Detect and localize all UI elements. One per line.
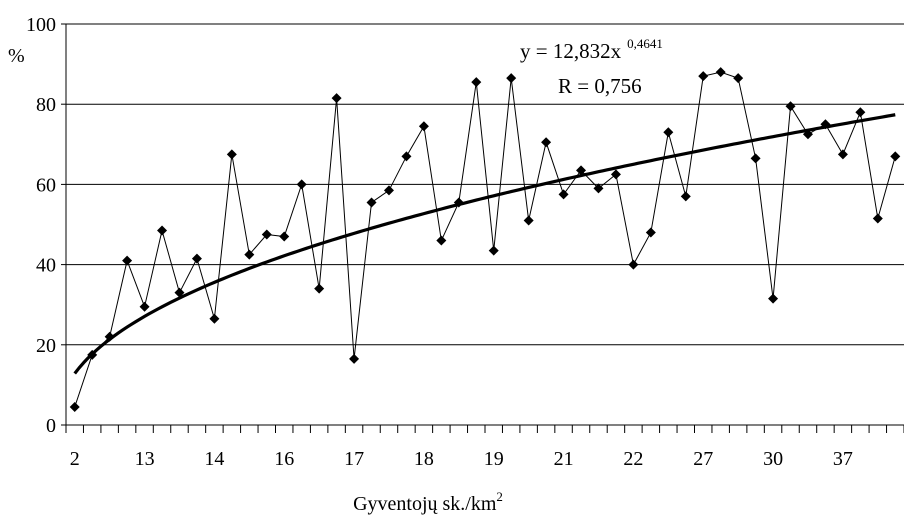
data-point-30: [593, 183, 604, 194]
data-point-1: [87, 349, 98, 360]
data-point-40: [768, 293, 779, 304]
x-tick-label-19: 19: [484, 448, 504, 470]
x-axis-title-text: Gyventojų sk./km: [353, 493, 497, 515]
data-point-36: [698, 71, 709, 82]
data-point-33: [645, 227, 656, 238]
data-point-0: [69, 401, 80, 412]
data-series: [69, 67, 901, 412]
y-tick-label-60: 60: [36, 174, 56, 196]
x-tick-label-14: 14: [204, 448, 224, 470]
data-point-29: [576, 165, 587, 176]
trend-equation-exponent: 0,4641: [627, 36, 663, 51]
data-point-42: [802, 129, 813, 140]
x-tick-label-21: 21: [554, 448, 574, 470]
data-point-23: [471, 77, 482, 88]
data-point-24: [488, 245, 499, 256]
axes: [61, 23, 904, 433]
data-point-32: [628, 259, 639, 270]
data-point-41: [785, 101, 796, 112]
trend-curve: [73, 113, 896, 375]
x-tick-label-2: 2: [70, 448, 80, 470]
data-point-15: [331, 93, 342, 104]
data-point-37: [715, 67, 726, 78]
data-point-13: [296, 179, 307, 190]
gridlines: [66, 23, 904, 346]
data-point-17: [366, 197, 377, 208]
y-tick-label-80: 80: [36, 94, 56, 116]
data-point-6: [174, 287, 185, 298]
data-point-12: [279, 231, 290, 242]
trend-equation: y = 12,832x 0,4641: [520, 36, 663, 63]
data-point-16: [349, 353, 360, 364]
data-point-2: [104, 331, 115, 342]
data-point-20: [418, 121, 429, 132]
x-tick-labels: 2 13 14 16 17 18 19 21 22 27 30 37: [70, 448, 853, 470]
y-tick-labels: 0 20 40 60 80 100: [26, 14, 56, 437]
data-point-31: [610, 169, 621, 180]
data-point-11: [261, 229, 272, 240]
x-tick-label-18: 18: [414, 448, 434, 470]
data-point-8: [209, 313, 220, 324]
data-point-26: [523, 215, 534, 226]
data-point-19: [401, 151, 412, 162]
x-tick-label-16: 16: [274, 448, 294, 470]
data-point-18: [383, 185, 394, 196]
data-point-9: [226, 149, 237, 160]
data-point-3: [122, 255, 133, 266]
x-tick-label-13: 13: [135, 448, 155, 470]
x-tick-label-27: 27: [693, 448, 713, 470]
x-axis-title: Gyventojų sk./km2: [353, 489, 503, 515]
data-point-39: [750, 153, 761, 164]
data-point-10: [244, 249, 255, 260]
data-point-27: [541, 137, 552, 148]
x-tick-label-30: 30: [763, 448, 783, 470]
data-point-14: [314, 283, 325, 294]
trend-equation-base: y = 12,832x: [520, 39, 622, 63]
data-point-43: [820, 119, 831, 130]
data-point-21: [436, 235, 447, 246]
data-point-38: [733, 73, 744, 84]
series-line: [74, 71, 896, 408]
data-point-46: [872, 213, 883, 224]
y-tick-label-20: 20: [36, 335, 56, 357]
x-axis-title-superscript: 2: [496, 489, 503, 504]
data-point-35: [680, 191, 691, 202]
data-point-7: [191, 253, 202, 264]
data-point-47: [890, 151, 901, 162]
y-tick-label-0: 0: [46, 415, 56, 437]
x-tick-label-37: 37: [833, 448, 853, 470]
x-tick-label-22: 22: [623, 448, 643, 470]
data-point-45: [855, 107, 866, 118]
data-point-44: [837, 149, 848, 160]
data-point-5: [157, 225, 168, 236]
data-point-34: [663, 127, 674, 138]
data-point-25: [506, 73, 517, 84]
trend-r-value: R = 0,756: [558, 74, 642, 98]
data-point-28: [558, 189, 569, 200]
y-tick-label-40: 40: [36, 255, 56, 277]
data-point-22: [453, 197, 464, 208]
x-tick-label-17: 17: [344, 448, 364, 470]
y-axis-title: %: [8, 45, 25, 67]
y-tick-label-100: 100: [26, 14, 56, 36]
trend-line: [73, 113, 896, 375]
data-point-4: [139, 301, 150, 312]
